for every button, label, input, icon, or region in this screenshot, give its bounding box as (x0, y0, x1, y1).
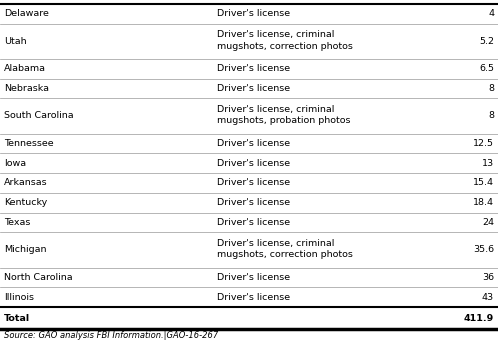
Text: Total: Total (4, 314, 30, 323)
Text: Arkansas: Arkansas (4, 178, 48, 187)
Text: 18.4: 18.4 (473, 198, 494, 207)
Text: 15.4: 15.4 (473, 178, 494, 187)
Text: 8: 8 (488, 111, 494, 120)
Text: Texas: Texas (4, 218, 30, 227)
Text: Driver's license, criminal
mugshots, correction photos: Driver's license, criminal mugshots, cor… (217, 30, 353, 50)
Text: Driver's license: Driver's license (217, 178, 290, 187)
Text: Driver's license: Driver's license (217, 159, 290, 168)
Text: 5.2: 5.2 (479, 37, 494, 46)
Text: Driver's license, criminal
mugshots, probation photos: Driver's license, criminal mugshots, pro… (217, 105, 350, 125)
Text: 8: 8 (488, 84, 494, 93)
Text: Driver's license: Driver's license (217, 218, 290, 227)
Text: Nebraska: Nebraska (4, 84, 49, 93)
Text: Kentucky: Kentucky (4, 198, 47, 207)
Text: 35.6: 35.6 (473, 245, 494, 255)
Text: 411.9: 411.9 (464, 314, 494, 323)
Text: Michigan: Michigan (4, 245, 46, 255)
Text: Source: GAO analysis FBI Information.|GAO-16-267: Source: GAO analysis FBI Information.|GA… (4, 331, 218, 340)
Text: Driver's license: Driver's license (217, 84, 290, 93)
Text: 36: 36 (482, 273, 494, 282)
Text: Delaware: Delaware (4, 9, 49, 18)
Text: 4: 4 (488, 9, 494, 18)
Text: Driver's license: Driver's license (217, 273, 290, 282)
Text: North Carolina: North Carolina (4, 273, 73, 282)
Text: Illinois: Illinois (4, 293, 34, 302)
Text: Driver's license, criminal
mugshots, correction photos: Driver's license, criminal mugshots, cor… (217, 239, 353, 259)
Text: Alabama: Alabama (4, 64, 46, 73)
Text: Driver's license: Driver's license (217, 64, 290, 73)
Text: Utah: Utah (4, 37, 26, 46)
Text: 13: 13 (482, 159, 494, 168)
Text: 43: 43 (482, 293, 494, 302)
Text: Driver's license: Driver's license (217, 9, 290, 18)
Text: Driver's license: Driver's license (217, 139, 290, 148)
Text: 6.5: 6.5 (479, 64, 494, 73)
Text: 24: 24 (482, 218, 494, 227)
Text: Iowa: Iowa (4, 159, 26, 168)
Text: 12.5: 12.5 (473, 139, 494, 148)
Text: Driver's license: Driver's license (217, 293, 290, 302)
Text: Tennessee: Tennessee (4, 139, 54, 148)
Text: Driver's license: Driver's license (217, 198, 290, 207)
Text: South Carolina: South Carolina (4, 111, 74, 120)
